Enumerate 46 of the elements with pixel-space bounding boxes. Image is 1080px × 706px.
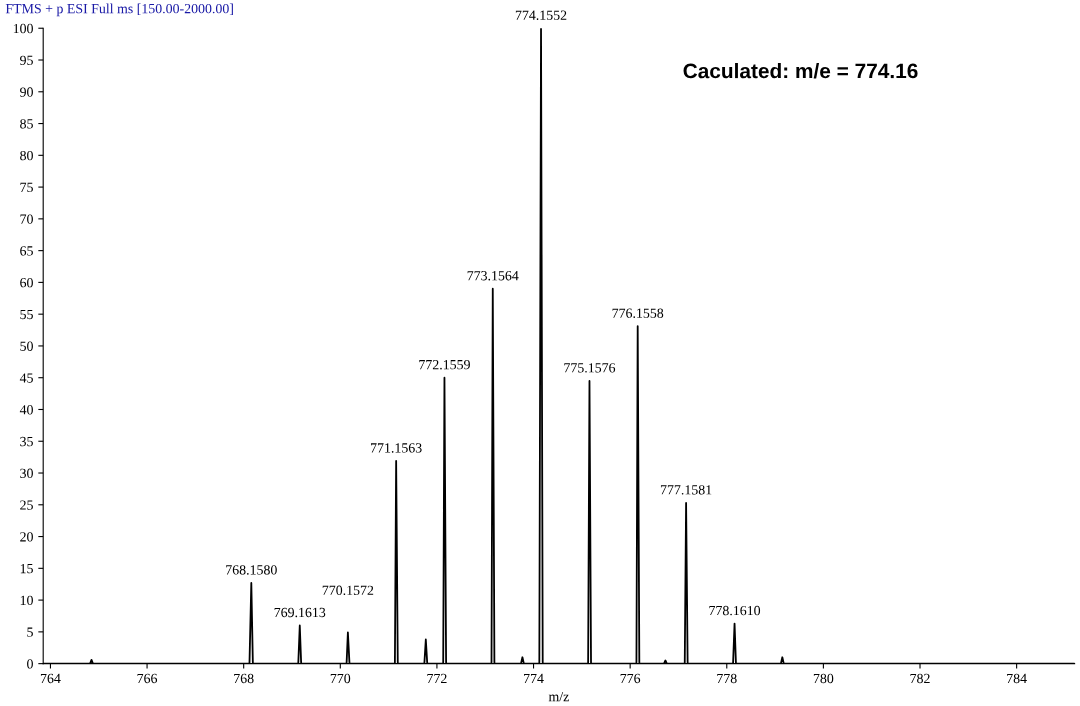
annotation: 777.1581 — [660, 485, 712, 495]
y-tick-label: 30 — [20, 468, 33, 478]
y-tick-label: 25 — [20, 500, 33, 510]
annotation: 769.1613 — [274, 607, 326, 618]
annotation: 776.1558 — [612, 308, 664, 318]
y-tick-label: 45 — [19, 373, 33, 383]
y-tick-label: 5 — [27, 627, 33, 637]
x-tick-label: 770 — [330, 673, 351, 684]
annotation: 768.1580 — [226, 565, 277, 575]
x-tick-label: 778 — [717, 673, 737, 684]
y-tick-label: 40 — [19, 405, 33, 415]
y-tick-label: 35 — [20, 436, 33, 447]
annotation: 775.1576 — [564, 363, 616, 373]
y-tick-label: 75 — [20, 182, 33, 193]
x-tick-label: 776 — [620, 673, 641, 684]
x-axis-title: m/z — [548, 691, 569, 702]
annotation: 770.1572 — [322, 585, 374, 596]
annotation: 774.1552 — [515, 10, 567, 20]
y-tick-label: 70 — [20, 214, 33, 224]
x-tick-label: 774 — [524, 673, 544, 683]
x-tick-label: 764 — [40, 673, 61, 684]
y-tick-label: 85 — [20, 119, 33, 129]
y-tick-label: 90 — [20, 87, 33, 97]
x-tick-label: 768 — [234, 673, 254, 684]
chart-title: FTMS + p ESI Full ms [150.00-2000.00] — [5, 3, 233, 17]
y-tick-label: 80 — [20, 150, 33, 161]
x-tick-label: 784 — [1007, 673, 1027, 684]
y-tick-label: 10 — [20, 595, 33, 606]
y-tick-label: 20 — [20, 532, 33, 542]
annotation: 773.1564 — [467, 271, 519, 281]
annotation: 771.1563 — [371, 443, 422, 453]
annotation: Caculated: m/e = 774.16 — [683, 63, 918, 79]
x-tick-label: 766 — [137, 673, 158, 684]
y-tick-label: 15 — [20, 563, 33, 574]
y-tick-label: 100 — [13, 23, 33, 34]
annotation: 772.1559 — [419, 360, 470, 370]
x-tick-label: 782 — [910, 673, 930, 684]
y-tick-label: 95 — [20, 55, 33, 65]
y-tick-label: 65 — [20, 246, 33, 256]
y-tick-label: 60 — [20, 277, 33, 288]
annotation: 778.1610 — [709, 605, 761, 616]
y-tick-label: 0 — [27, 659, 33, 669]
x-tick-label: 772 — [427, 673, 447, 683]
y-tick-label: 50 — [20, 341, 33, 351]
x-tick-label: 780 — [813, 673, 834, 684]
y-tick-label: 55 — [20, 309, 33, 320]
